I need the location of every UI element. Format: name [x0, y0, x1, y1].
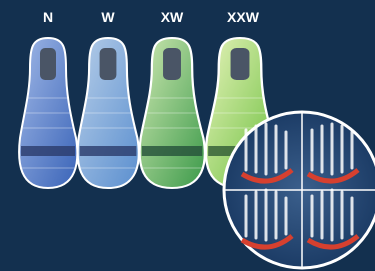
width-label: XW — [161, 9, 184, 25]
page: N W XW XXW (() => { const data = JSON.pa… — [0, 0, 375, 271]
magnifier — [224, 112, 375, 268]
width-label: XXW — [227, 9, 260, 25]
width-label: N — [43, 9, 53, 25]
width-label: W — [101, 9, 115, 25]
scene: N W XW XXW — [0, 0, 375, 271]
